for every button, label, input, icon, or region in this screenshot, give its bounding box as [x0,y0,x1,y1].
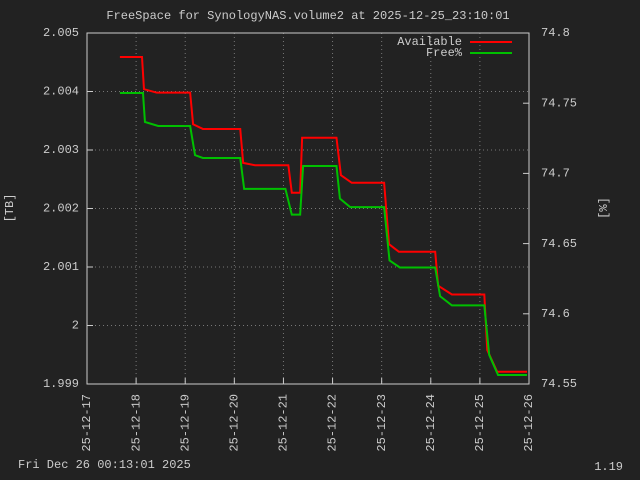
x-tick-label: 25-12-26 [522,394,536,452]
x-tick-label: 25-12-20 [228,394,242,452]
y-tick-label: 2 [72,319,79,333]
y2-tick-label: 74.55 [541,377,577,391]
y2-tick-label: 74.7 [541,167,570,181]
chart-title: FreeSpace for SynologyNAS.volume2 at 202… [106,9,509,23]
y2-tick-label: 74.6 [541,307,570,321]
legend-label: Available [397,35,462,49]
y-tick-label: 1.999 [43,377,79,391]
x-tick-label: 25-12-21 [277,394,291,452]
x-tick-label: 25-12-24 [424,394,438,452]
x-tick-label: 25-12-25 [473,394,487,452]
y-tick-label: 2.004 [43,85,79,99]
series-line [119,55,528,373]
x-tick-label: 25-12-19 [178,394,192,452]
x-tick-label: 25-12-18 [129,394,143,452]
x-tick-label: 25-12-17 [80,394,94,452]
y2-tick-label: 74.75 [541,96,577,110]
x-tick-label: 25-12-22 [326,394,340,452]
y-tick-label: 2.005 [43,26,79,40]
plot-border [86,32,530,385]
legend-label: Free% [426,46,463,60]
footer-date: Fri Dec 26 00:13:01 2025 [18,458,191,472]
series-line [119,91,528,377]
y-axis-label: [TB] [3,194,17,223]
y2-tick-label: 74.8 [541,26,570,40]
y2-axis-label: [%] [597,197,611,219]
footer-version: 1.19 [594,460,623,474]
y-tick-label: 2.003 [43,143,79,157]
x-tick-label: 25-12-23 [375,394,389,452]
y2-tick-label: 74.65 [541,237,577,251]
y-tick-label: 2.002 [43,202,79,216]
y-tick-label: 2.001 [43,260,79,274]
